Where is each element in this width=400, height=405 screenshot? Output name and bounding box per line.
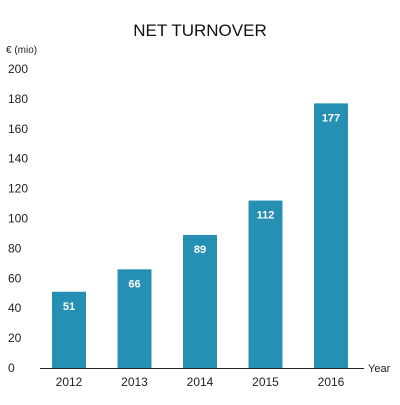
y-axis-ticks: 0 20 40 60 80 100 120 140 160 180 200 [8, 62, 28, 375]
y-tick-label: 60 [8, 271, 22, 285]
bar-2015 [248, 200, 283, 368]
x-tick-label: 2016 [318, 375, 345, 389]
x-axis-ticks: 2012 2013 2014 2015 2016 [56, 375, 345, 389]
bars [52, 103, 348, 368]
bar-value-label: 112 [257, 210, 275, 222]
y-tick-label: 140 [8, 152, 28, 166]
y-tick-label: 120 [8, 182, 28, 196]
bar-2016 [314, 103, 348, 368]
y-axis-label: € (mio) [6, 45, 37, 56]
y-tick-label: 100 [8, 212, 28, 226]
chart-title: NET TURNOVER [133, 21, 267, 40]
y-tick-label: 80 [8, 241, 22, 255]
y-tick-label: 0 [8, 361, 15, 375]
y-tick-label: 20 [8, 331, 22, 345]
y-tick-label: 160 [8, 122, 28, 136]
x-axis-label: Year [368, 363, 391, 375]
bar-value-label: 51 [63, 301, 75, 313]
y-tick-label: 180 [8, 92, 28, 106]
x-tick-label: 2012 [56, 375, 83, 389]
bar-2012 [52, 291, 86, 368]
bar-value-label: 89 [194, 244, 206, 256]
bar-labels: 51 66 89 112 177 [63, 112, 340, 312]
bar-2013 [117, 269, 152, 368]
y-tick-label: 40 [8, 301, 22, 315]
y-tick-label: 200 [8, 62, 28, 76]
bar-value-label: 66 [128, 278, 140, 290]
bar-value-label: 177 [322, 112, 340, 124]
bar-2014 [183, 234, 217, 368]
x-tick-label: 2015 [252, 375, 279, 389]
x-tick-label: 2014 [187, 375, 214, 389]
x-tick-label: 2013 [121, 375, 148, 389]
